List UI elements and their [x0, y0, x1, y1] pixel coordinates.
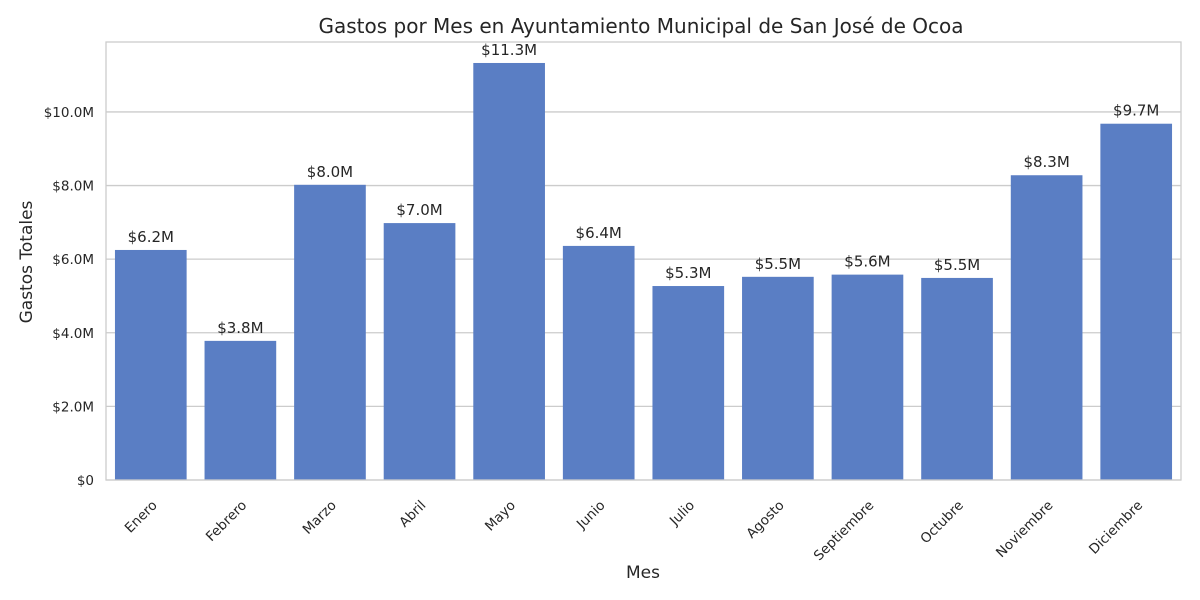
bar-abril [383, 223, 456, 480]
y-tick-label: $10.0M [44, 105, 94, 121]
bar-febrero [204, 340, 277, 480]
x-tick-label: Agosto [743, 498, 787, 542]
data-label: $9.7M [1113, 102, 1159, 120]
chart-title: Gastos por Mes en Ayuntamiento Municipal… [318, 14, 963, 38]
x-tick-label: Noviembre [993, 498, 1056, 561]
x-tick-label: Diciembre [1086, 498, 1146, 558]
data-label: $5.5M [934, 256, 980, 274]
x-tick-label: Octubre [917, 498, 967, 548]
x-tick-label: Enero [122, 498, 161, 537]
x-tick-label: Mayo [482, 498, 519, 535]
bar-octubre [921, 277, 993, 480]
x-tick-label: Abril [396, 498, 429, 531]
x-tick-label: Julio [666, 498, 698, 530]
bar-junio [562, 245, 635, 480]
x-tick-label: Septiembre [811, 498, 878, 565]
data-labels: $6.2M $3.8M $8.0M $7.0M $11.3M $6.4M $5.3M $5.5… [128, 41, 1160, 337]
data-label: $5.3M [665, 264, 711, 282]
bars [114, 62, 1173, 481]
data-label: $6.4M [576, 224, 622, 242]
data-label: $11.3M [481, 41, 537, 59]
x-tick-label: Marzo [300, 498, 340, 538]
y-tick-label: $2.0M [52, 399, 94, 415]
x-tick-label: Junio [573, 498, 608, 533]
y-tick-label: $0 [77, 473, 94, 489]
y-tick-label: $4.0M [52, 326, 94, 342]
y-tick-labels: $0 $2.0M $4.0M $6.0M $8.0M $10.0M [44, 105, 94, 489]
bar-diciembre [1100, 123, 1173, 480]
data-label: $6.2M [128, 228, 174, 246]
bar-agosto [742, 276, 814, 480]
data-label: $8.3M [1023, 153, 1069, 171]
data-label: $3.8M [217, 319, 263, 337]
y-axis-label: Gastos Totales [17, 200, 37, 323]
bar-mayo [473, 62, 545, 481]
bar-noviembre [1010, 175, 1083, 480]
data-label: $8.0M [307, 163, 353, 181]
bar-septiembre [831, 274, 904, 480]
y-tick-label: $6.0M [52, 252, 94, 268]
bar-julio [652, 286, 725, 480]
bar-marzo [294, 184, 366, 480]
data-label: $5.5M [755, 255, 801, 273]
data-label: $7.0M [396, 201, 442, 219]
x-tick-labels: Enero Febrero Marzo Abril Mayo Junio Julio Agos… [122, 498, 1146, 565]
x-tick-label: Febrero [203, 498, 250, 545]
plot-frame [105, 41, 1182, 481]
x-axis-label: Mes [626, 563, 660, 583]
bar-enero [114, 249, 187, 480]
y-tick-label: $8.0M [52, 179, 94, 195]
data-label: $5.6M [844, 253, 890, 271]
